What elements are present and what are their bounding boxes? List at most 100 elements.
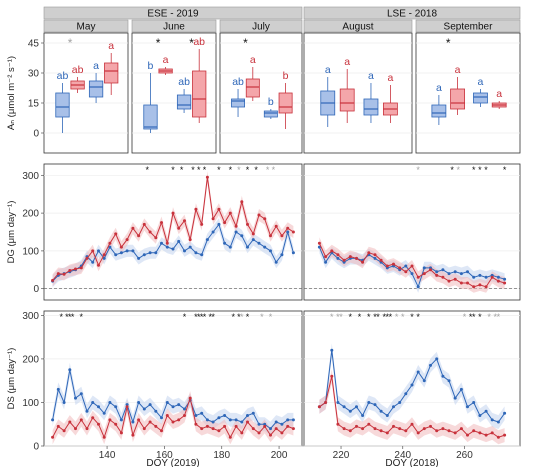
significance-letter: a xyxy=(325,64,331,76)
significance-star: * xyxy=(503,165,507,175)
y-tick-label: 100 xyxy=(22,398,39,409)
data-point-blue xyxy=(263,245,267,249)
data-point-red xyxy=(478,431,482,435)
data-point-red xyxy=(447,429,451,433)
data-point-blue xyxy=(165,245,169,249)
site-strip xyxy=(43,6,303,20)
significance-star: * xyxy=(478,165,482,175)
data-point-blue xyxy=(416,370,420,374)
x-tick-label: 220 xyxy=(333,450,350,461)
data-point-blue xyxy=(447,379,451,383)
data-point-blue xyxy=(291,251,295,255)
data-point-blue xyxy=(392,405,395,409)
data-point-red xyxy=(410,422,414,426)
box-blue xyxy=(263,110,278,118)
significance-star: * xyxy=(497,312,501,322)
significance-star: * xyxy=(65,312,69,322)
data-point-red xyxy=(62,272,66,276)
significance-star: * xyxy=(457,165,461,175)
significance-star: * xyxy=(484,165,488,175)
data-point-blue xyxy=(459,272,463,276)
data-point-blue xyxy=(484,275,488,279)
data-point-blue xyxy=(119,251,123,255)
site-strip-label: LSE - 2018 xyxy=(387,9,437,20)
significance-star: * xyxy=(80,312,84,322)
data-point-blue xyxy=(404,264,408,268)
data-point-blue xyxy=(119,418,123,422)
data-point-blue xyxy=(51,418,55,422)
data-point-blue xyxy=(85,409,89,413)
significance-star: * xyxy=(254,165,258,175)
significance-letter: a xyxy=(478,76,484,88)
box-blue xyxy=(143,104,158,130)
data-point-red xyxy=(392,424,395,428)
significance-star: * xyxy=(246,312,250,322)
data-point-blue xyxy=(257,241,261,245)
box-blue xyxy=(176,94,192,110)
data-point-red xyxy=(211,217,215,221)
data-point-blue xyxy=(79,392,83,396)
data-point-blue xyxy=(286,418,290,422)
data-point-blue xyxy=(154,409,158,413)
month-strip xyxy=(131,19,217,33)
data-point-red xyxy=(367,251,371,255)
data-point-blue xyxy=(466,405,469,409)
month-strip xyxy=(415,19,521,33)
data-point-red xyxy=(441,427,445,431)
data-point-red xyxy=(183,414,186,417)
data-point-red xyxy=(183,219,186,223)
data-point-red xyxy=(330,249,334,253)
data-point-red xyxy=(280,234,284,238)
month-strip-label: August xyxy=(342,22,373,33)
significance-star: * xyxy=(416,312,420,322)
data-point-red xyxy=(342,258,346,262)
data-point-blue xyxy=(269,427,272,431)
data-point-blue xyxy=(223,241,227,245)
data-point-red xyxy=(496,279,500,283)
data-point-blue xyxy=(336,256,340,260)
data-point-red xyxy=(56,424,60,428)
data-point-red xyxy=(251,427,255,431)
significance-star: * xyxy=(197,165,201,175)
data-point-red xyxy=(131,226,135,230)
box-blue xyxy=(363,98,379,116)
significance-star: * xyxy=(156,36,161,50)
significance-letter: ab xyxy=(57,70,69,82)
month-strip-label: July xyxy=(252,22,270,33)
data-point-blue xyxy=(234,230,238,234)
data-point-blue xyxy=(274,260,278,264)
data-point-red xyxy=(79,266,83,270)
significance-star: * xyxy=(349,312,353,322)
data-point-blue xyxy=(361,414,365,417)
data-point-blue xyxy=(348,409,352,413)
data-point-red xyxy=(97,263,100,267)
y-tick-label: 0 xyxy=(33,442,39,453)
data-point-blue xyxy=(478,414,482,417)
significance-star: * xyxy=(269,312,273,322)
significance-star: * xyxy=(272,165,276,175)
data-point-blue xyxy=(478,273,482,277)
panel-frame xyxy=(415,32,521,154)
data-point-red xyxy=(142,427,146,431)
data-point-blue xyxy=(330,348,334,352)
data-point-red xyxy=(422,272,426,276)
data-point-red xyxy=(398,427,402,431)
data-point-red xyxy=(503,281,507,285)
data-point-blue xyxy=(228,245,232,249)
data-point-red xyxy=(68,420,72,424)
significance-letter: a xyxy=(496,88,502,100)
data-point-blue xyxy=(177,239,181,243)
box-blue xyxy=(55,92,70,118)
data-point-blue xyxy=(62,401,66,404)
data-point-red xyxy=(459,427,463,431)
y-tick-label: 200 xyxy=(22,354,39,365)
data-point-blue xyxy=(56,387,60,391)
x-tick-label: 180 xyxy=(213,450,230,461)
data-point-blue xyxy=(367,401,371,404)
data-point-blue xyxy=(142,253,146,257)
x-tick-label: 240 xyxy=(394,450,411,461)
data-point-blue xyxy=(490,418,494,422)
data-point-red xyxy=(205,424,209,428)
box-red xyxy=(104,62,119,84)
significance-star: * xyxy=(71,312,75,322)
